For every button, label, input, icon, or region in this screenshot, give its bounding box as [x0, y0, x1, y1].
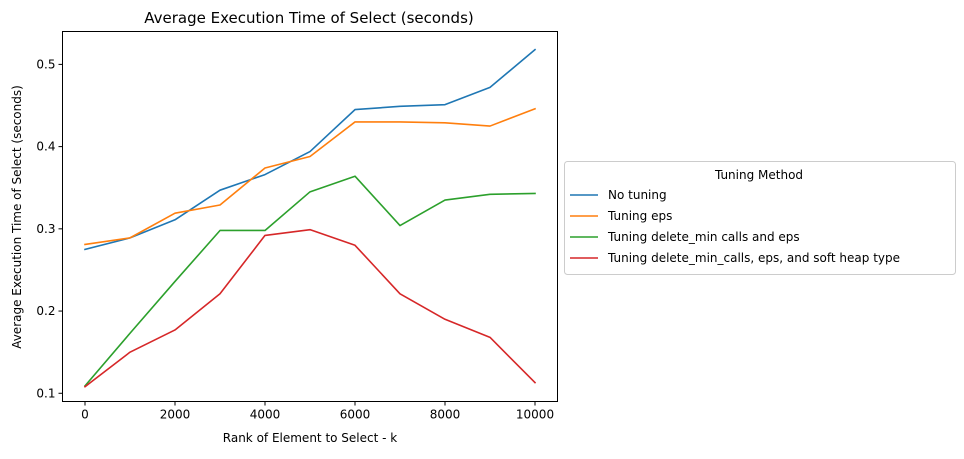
- x-tick-label: 2000: [160, 408, 191, 422]
- legend-items: No tuning Tuning eps Tuning delete_min cal…: [570, 188, 900, 265]
- plot-marks: [83, 48, 537, 388]
- x-tick-label: 0: [81, 408, 89, 422]
- y-axis-label: Average Execution Time of Select (second…: [10, 85, 24, 349]
- x-axis-label: Rank of Element to Select - k: [223, 431, 398, 445]
- series-line: [83, 228, 537, 388]
- y-tick-label: 0.2: [36, 304, 55, 318]
- legend-title: Tuning Method: [714, 168, 803, 182]
- legend-box: [564, 161, 956, 275]
- x-tick-label: 10000: [516, 408, 554, 422]
- legend-label: Tuning delete_min calls and eps: [607, 230, 800, 244]
- chart-title: Average Execution Time of Select (second…: [144, 9, 474, 27]
- x-tick-label: 8000: [430, 408, 461, 422]
- y-axis: 0.1 0.2 0.3 0.4 0.5: [36, 57, 63, 400]
- y-tick-label: 0.3: [36, 222, 55, 236]
- legend-label: No tuning: [608, 188, 667, 202]
- legend-label: Tuning eps: [607, 209, 672, 223]
- plot-area-frame: [62, 31, 558, 402]
- y-tick-label: 0.4: [36, 140, 55, 154]
- x-axis: 0 2000 4000 6000 8000 10000: [81, 401, 554, 422]
- x-tick-label: 6000: [340, 408, 371, 422]
- series-line: [84, 48, 537, 251]
- series-line: [83, 175, 536, 388]
- x-tick-label: 4000: [250, 408, 281, 422]
- series-line: [84, 107, 537, 246]
- y-tick-label: 0.1: [36, 386, 55, 400]
- legend: Tuning Method No tuning Tuning eps Tuning …: [564, 161, 956, 275]
- y-tick-label: 0.5: [36, 57, 55, 71]
- legend-label: Tuning delete_min_calls, eps, and soft h…: [607, 251, 900, 265]
